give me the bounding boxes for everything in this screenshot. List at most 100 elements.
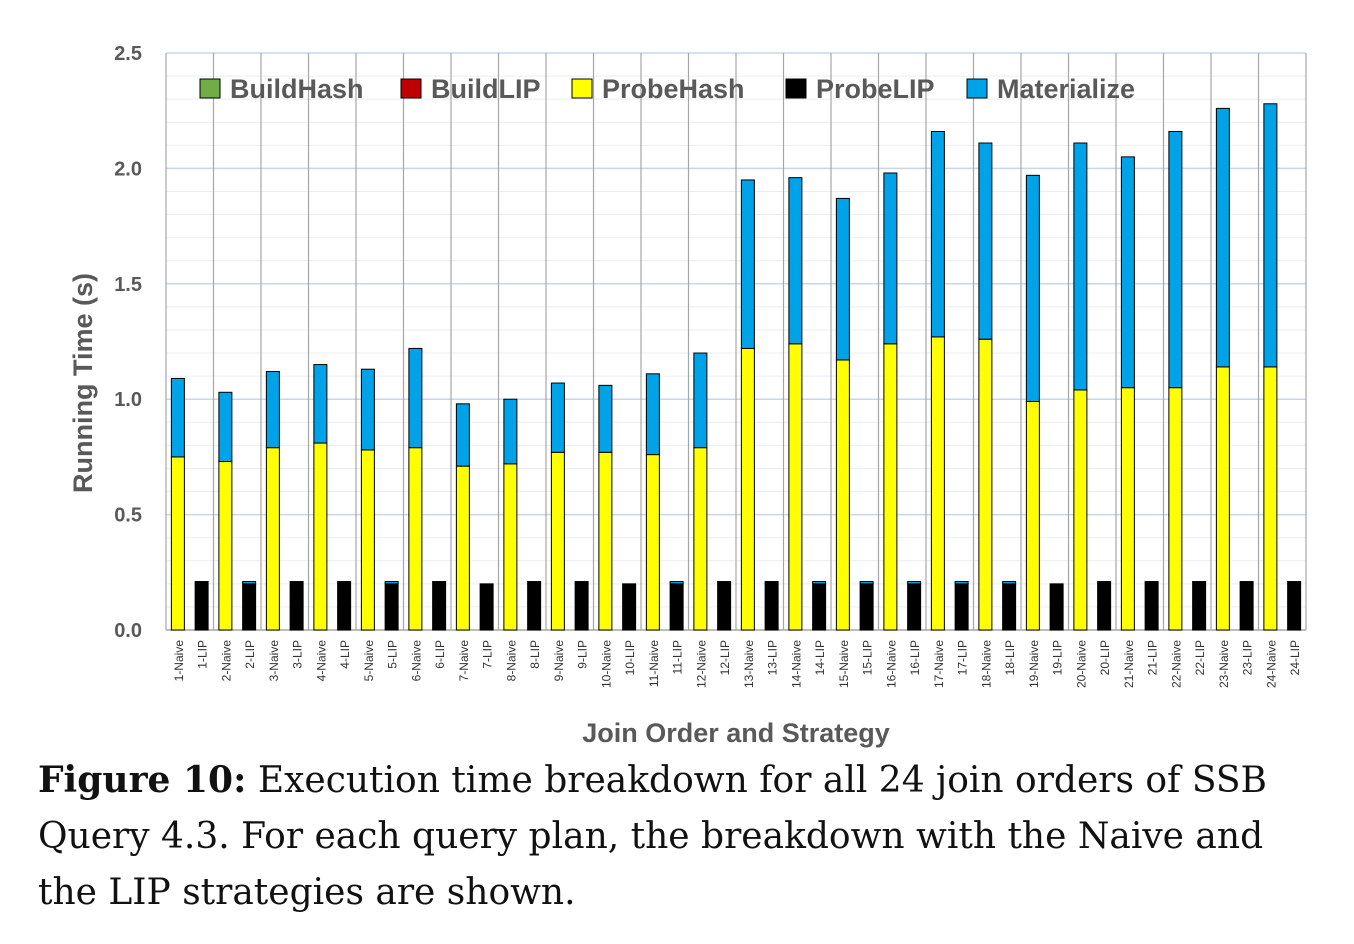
x-tick-label: 3-LIP bbox=[291, 640, 305, 669]
bar-segment-probehash bbox=[1120, 387, 1135, 631]
x-tick-label: 17-LIP bbox=[956, 640, 970, 675]
x-tick-label: 13-Naive bbox=[742, 640, 756, 688]
bar-segment-probelip bbox=[574, 581, 589, 631]
bar-segment-materialize bbox=[907, 581, 922, 585]
y-tick-label: 2.5 bbox=[114, 43, 142, 65]
bar-segment-probehash bbox=[1073, 389, 1088, 631]
y-axis: 0.0 0.5 1.0 1.5 2.0 2.5 bbox=[114, 43, 1306, 642]
bar-segment-materialize bbox=[954, 581, 969, 585]
x-tick-label: 2-LIP bbox=[243, 640, 257, 669]
x-tick-label: 12-LIP bbox=[718, 640, 732, 675]
bar-segment-probehash bbox=[170, 456, 185, 631]
bar-segment-probehash bbox=[1025, 401, 1040, 631]
bar-segment-probehash bbox=[218, 461, 233, 631]
legend-label-buildhash: BuildHash bbox=[230, 74, 364, 104]
bar-segment-materialize bbox=[1025, 174, 1040, 403]
x-tick-label: 22-LIP bbox=[1193, 640, 1207, 675]
x-tick-label: 9-LIP bbox=[576, 640, 590, 669]
bar-segment-materialize bbox=[384, 581, 399, 585]
x-axis-title: Join Order and Strategy bbox=[582, 718, 890, 748]
bar-segment-materialize bbox=[693, 352, 708, 449]
x-tick-label: 7-Naive bbox=[457, 640, 471, 682]
bar-segment-probelip bbox=[337, 581, 352, 631]
x-tick-label: 7-LIP bbox=[481, 640, 495, 669]
bar-segment-probelip bbox=[907, 583, 922, 631]
x-tick-label: 24-Naive bbox=[1264, 640, 1278, 688]
bar-segment-probelip bbox=[242, 583, 257, 631]
bar-segment-probelip bbox=[289, 581, 304, 631]
x-tick-label: 20-LIP bbox=[1098, 640, 1112, 675]
bar-segment-probelip bbox=[1144, 581, 1159, 631]
bar-segment-probelip bbox=[1192, 581, 1207, 631]
bar-segment-materialize bbox=[503, 398, 518, 465]
bar-segment-materialize bbox=[313, 364, 328, 444]
x-tick-label: 23-Naive bbox=[1217, 640, 1231, 688]
x-tick-label: 12-Naive bbox=[694, 640, 708, 688]
bar-segment-probehash bbox=[693, 447, 708, 631]
bar-segment-probehash bbox=[978, 338, 993, 631]
bar-segment-materialize bbox=[170, 377, 185, 458]
bar-segment-probehash bbox=[598, 451, 613, 631]
bar-segment-probelip bbox=[384, 583, 399, 631]
x-tick-label: 24-LIP bbox=[1288, 640, 1302, 675]
bar-segment-probelip bbox=[1239, 581, 1254, 631]
legend-label-materialize: Materialize bbox=[997, 74, 1135, 104]
bar-segment-materialize bbox=[788, 177, 803, 345]
x-tick-label: 6-LIP bbox=[433, 640, 447, 669]
y-tick-label: 1.0 bbox=[114, 389, 142, 411]
x-tick-label: 1-LIP bbox=[196, 640, 210, 669]
x-tick-label: 14-LIP bbox=[813, 640, 827, 675]
bar-segment-probelip bbox=[1097, 581, 1112, 631]
y-tick-label: 0.0 bbox=[114, 620, 142, 642]
bar-segment-probelip bbox=[717, 581, 732, 631]
x-tick-label: 11-Naive bbox=[647, 640, 661, 687]
bar-segment-probehash bbox=[550, 451, 565, 631]
x-tick-label: 22-Naive bbox=[1169, 640, 1183, 688]
bar-segment-probelip bbox=[479, 583, 494, 631]
figure-caption: Figure 10: Execution time breakdown for … bbox=[38, 752, 1328, 921]
bar-segment-probelip bbox=[622, 583, 637, 631]
bar-segment-materialize bbox=[218, 391, 233, 463]
gridlines bbox=[165, 52, 1307, 630]
x-tick-label: 8-LIP bbox=[528, 640, 542, 669]
x-tick-label: 21-LIP bbox=[1146, 640, 1160, 675]
legend-swatch-buildhash bbox=[199, 78, 221, 99]
bar-segment-probehash bbox=[265, 447, 280, 631]
x-tick-label: 17-Naive bbox=[932, 640, 946, 688]
bar-segment-materialize bbox=[1073, 142, 1088, 391]
bar-segment-materialize bbox=[930, 130, 945, 338]
x-tick-label: 9-Naive bbox=[552, 640, 566, 682]
legend-label-probehash: ProbeHash bbox=[602, 74, 745, 104]
y-tick-label: 1.5 bbox=[114, 274, 142, 296]
bar-segment-materialize bbox=[812, 581, 827, 585]
bar-segment-materialize bbox=[669, 581, 684, 585]
x-tick-label: 10-LIP bbox=[623, 640, 637, 675]
bar-segment-probehash bbox=[883, 343, 898, 631]
x-tick-label: 16-Naive bbox=[884, 640, 898, 688]
x-tick-label: 21-Naive bbox=[1122, 640, 1136, 688]
bar-segment-materialize bbox=[645, 373, 660, 456]
y-tick-label: 2.0 bbox=[114, 158, 142, 180]
bars bbox=[170, 103, 1302, 631]
x-tick-label: 6-Naive bbox=[409, 640, 423, 682]
x-axis: 1-Naive 1-LIP 2-Naive 2-LIP 3-Naive 3-LIP 4-Na… bbox=[172, 640, 1302, 688]
bar-segment-probehash bbox=[1168, 387, 1183, 631]
x-tick-label: 19-Naive bbox=[1027, 640, 1041, 688]
bar-segment-materialize bbox=[265, 371, 280, 449]
bar-segment-materialize bbox=[455, 403, 470, 467]
bar-segment-probelip bbox=[954, 583, 969, 631]
stacked-bar-chart: 0.0 0.5 1.0 1.5 2.0 2.5 1-Naive 1-LIP 2-Naive 2-… bbox=[68, 43, 1307, 748]
bar-segment-probelip bbox=[1002, 583, 1017, 631]
x-tick-label: 20-Naive bbox=[1074, 640, 1088, 688]
bar-segment-probehash bbox=[503, 463, 518, 631]
x-tick-label: 23-LIP bbox=[1241, 640, 1255, 675]
caption-text: Execution time breakdown for all 24 join… bbox=[38, 760, 1267, 913]
bar-segment-probehash bbox=[455, 465, 470, 631]
x-tick-label: 10-Naive bbox=[599, 640, 613, 688]
legend-swatch-materialize bbox=[966, 78, 988, 99]
x-tick-label: 5-Naive bbox=[362, 640, 376, 682]
x-tick-label: 4-LIP bbox=[338, 640, 352, 669]
bar-segment-materialize bbox=[242, 581, 257, 585]
bar-segment-probehash bbox=[1215, 366, 1230, 631]
x-tick-label: 11-LIP bbox=[671, 640, 685, 674]
